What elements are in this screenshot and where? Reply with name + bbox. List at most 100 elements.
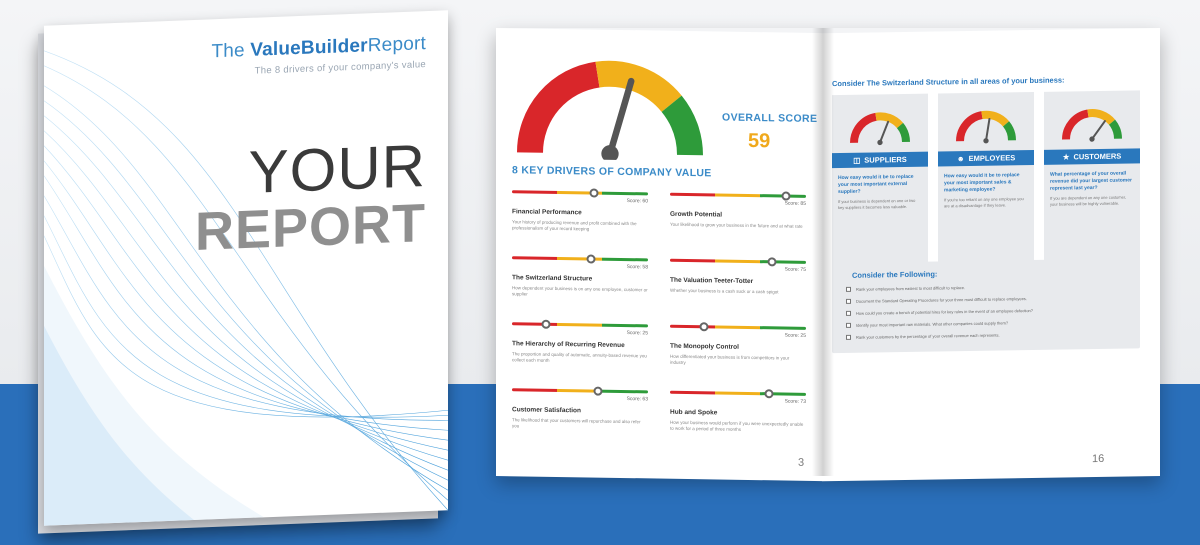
- driver-score-bar: [512, 188, 648, 198]
- driver-item: Score: 63 Customer Satisfaction The likeli…: [512, 378, 648, 432]
- area-question: What percentage of your overall revenue …: [1050, 170, 1132, 192]
- driver-score-marker: [586, 254, 596, 264]
- consider-item: Document the Standard Operating Procedur…: [846, 296, 1027, 304]
- area-text: If your business is dependent on one or …: [838, 197, 916, 210]
- driver-item: Score: 60 Financial Performance Your histo…: [512, 180, 648, 234]
- driver-score-marker: [593, 386, 603, 396]
- area-tab: ◫ SUPPLIERS: [832, 151, 928, 169]
- consider-checkbox[interactable]: [846, 298, 851, 304]
- area-text: If you're too reliant on any one employe…: [944, 196, 1024, 209]
- gauge-segment: [850, 112, 877, 144]
- driver-name: Customer Satisfaction: [512, 406, 581, 415]
- gauge-needle: [985, 117, 991, 142]
- gauge-hub: [983, 138, 989, 144]
- overall-score-value: 59: [748, 129, 771, 153]
- consider-box: Consider the Following: Rank your employ…: [832, 258, 1140, 354]
- driver-name: Financial Performance: [512, 208, 582, 217]
- driver-score-marker: [541, 319, 551, 329]
- driver-score-bar: [670, 191, 806, 201]
- driver-score-bar: [670, 257, 806, 267]
- area-text: If you are dependent on any one customer…: [1050, 194, 1127, 207]
- consider-heading: Consider the Following:: [852, 269, 938, 280]
- driver-score: Score: 63: [626, 396, 648, 403]
- area-tab-label: CUSTOMERS: [1073, 151, 1122, 162]
- gauge-segment: [661, 95, 703, 156]
- driver-score: Score: 73: [784, 398, 806, 405]
- gauge-segment: [1108, 119, 1122, 139]
- consider-item-text: Rank your employees from easiest to most…: [856, 285, 966, 292]
- gauge-segment: [1062, 109, 1089, 140]
- gauge-hub: [1089, 136, 1095, 142]
- driver-score-bar: [512, 254, 648, 264]
- gauge-segment: [875, 112, 904, 129]
- driver-description: How your business would perform if you w…: [670, 419, 804, 433]
- shield-icon: ★: [1062, 152, 1070, 162]
- driver-item: Score: 25 The Monopoly Control How differe…: [670, 315, 806, 369]
- driver-score-marker: [699, 322, 709, 332]
- driver-description: The likelihood that your customers will …: [512, 417, 641, 429]
- area-column-employees: ☻ EMPLOYEES How easy would it be to replac…: [938, 91, 1034, 292]
- driver-description: Whether your business is a cash suck or …: [670, 287, 779, 295]
- consider-checkbox[interactable]: [846, 286, 851, 292]
- left-page-number: 3: [798, 456, 805, 469]
- right-page-number: 16: [1092, 452, 1105, 466]
- driver-item: Score: 25 The Hierarchy of Recurring Reve…: [512, 312, 648, 366]
- driver-item: Score: 75 The Valuation Teeter-Totter Whet…: [670, 249, 806, 296]
- driver-description: How differentiated your business is from…: [670, 353, 790, 366]
- driver-name: The Valuation Teeter-Totter: [670, 276, 754, 286]
- driver-score-bar: [670, 322, 806, 332]
- report-cover: The ValueBuilderReport The 8 drivers of …: [44, 10, 448, 526]
- driver-name: Growth Potential: [670, 210, 722, 219]
- gauge-segment: [1002, 121, 1016, 141]
- right-page: Consider The Switzerland Structure in al…: [822, 28, 1160, 482]
- driver-item: Score: 58 The Switzerland Structure How de…: [512, 246, 648, 300]
- consider-item-text: Document the Standard Operating Procedur…: [856, 296, 1027, 304]
- area-question: How easy would it be to replace your mos…: [838, 173, 914, 195]
- consider-checkbox[interactable]: [846, 322, 851, 328]
- driver-name: The Hierarchy of Recurring Revenue: [512, 340, 625, 350]
- gauge-segment: [981, 110, 1010, 127]
- gauge-hub: [601, 145, 619, 162]
- driver-score: Score: 75: [784, 266, 806, 273]
- consider-item-text: Rank your customers by the percentage of…: [856, 332, 1000, 340]
- driver-score-bar: [512, 319, 648, 329]
- driver-score: Score: 25: [784, 332, 806, 339]
- left-page: OVERALL SCORE 59 8 KEY DRIVERS OF COMPAN…: [496, 28, 822, 482]
- area-gauge: [850, 112, 910, 146]
- gauge-needle: [879, 120, 890, 144]
- area-column-customers: ★ CUSTOMERS What percentage of your overal…: [1044, 90, 1140, 290]
- consider-checkbox[interactable]: [846, 334, 851, 340]
- area-gauge: [956, 110, 1016, 144]
- driver-score-marker: [764, 389, 774, 399]
- overall-score-gauge: [517, 60, 703, 162]
- overall-score-label: OVERALL SCORE: [722, 111, 818, 126]
- driver-score: Score: 60: [626, 198, 648, 205]
- cover-headline-your: YOUR: [248, 132, 426, 206]
- gauge-segment: [1087, 109, 1116, 125]
- driver-description: The proportion and quality of automatic,…: [512, 351, 647, 364]
- driver-score-marker: [767, 257, 777, 267]
- gauge-segment: [517, 61, 600, 154]
- area-tab-label: SUPPLIERS: [864, 154, 907, 165]
- driver-name: The Switzerland Structure: [512, 274, 593, 283]
- spread-gutter: [812, 28, 834, 476]
- driver-description: Your likelihood to grow your business in…: [670, 221, 803, 229]
- gauge-needle: [1091, 120, 1106, 141]
- consider-checkbox[interactable]: [846, 310, 851, 316]
- gauge-hub: [877, 139, 883, 146]
- cover-headline-report: REPORT: [194, 193, 426, 262]
- consider-item: How could you create a bench of potentia…: [846, 308, 1033, 316]
- area-tab-label: EMPLOYEES: [968, 153, 1016, 164]
- gauge-segment: [896, 122, 910, 143]
- driver-item: Score: 73 Hub and Spoke How your business …: [670, 381, 806, 435]
- area-columns: ◫ SUPPLIERS How easy would it be to replac…: [822, 28, 1160, 294]
- driver-score: Score: 25: [626, 330, 648, 337]
- gauge-segment: [956, 111, 983, 142]
- gauge-needle: [606, 77, 635, 158]
- consider-item-text: Identify your most important raw materia…: [856, 320, 1009, 328]
- driver-description: Your history of producing revenue and pr…: [512, 219, 637, 232]
- driver-score: Score: 58: [626, 264, 648, 271]
- driver-score-bar: [512, 386, 648, 396]
- driver-score-bar: [670, 389, 806, 399]
